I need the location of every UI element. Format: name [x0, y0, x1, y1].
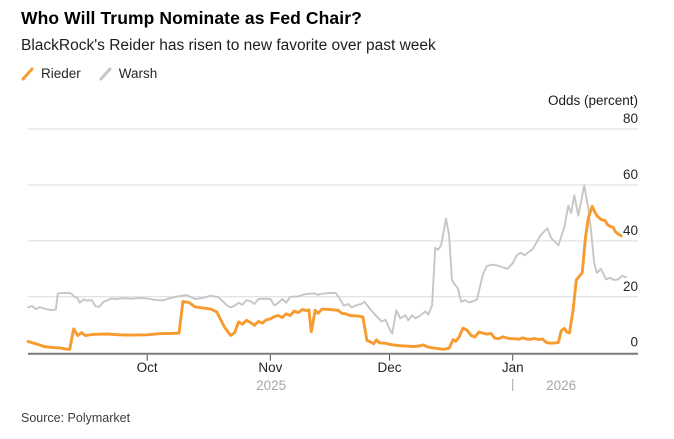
- legend-item-rieder: Rieder: [21, 66, 81, 81]
- y-tick-label: 80: [623, 111, 638, 126]
- rieder-line: [26, 204, 623, 351]
- chart-subtitle: BlackRock's Reider has risen to new favo…: [21, 36, 436, 54]
- y-tick-label: 20: [623, 279, 638, 294]
- warsh-line-swatch-icon: [99, 67, 112, 81]
- x-tick-label: Jan: [502, 360, 524, 375]
- x-tick-label: Oct: [137, 360, 158, 375]
- y-tick-label: 0: [630, 335, 638, 350]
- legend-item-warsh: Warsh: [99, 66, 158, 82]
- y-axis-title: Odds (percent): [548, 93, 638, 108]
- chart-title: Who Will Trump Nominate as Fed Chair?: [21, 8, 362, 28]
- x-tick-label: Dec: [378, 360, 402, 375]
- warsh-line: [27, 184, 627, 335]
- year-label: 2025: [256, 378, 286, 393]
- source-note: Source: Polymarket: [21, 411, 131, 425]
- y-tick-label: 40: [623, 223, 638, 238]
- chart-legend: Rieder Warsh: [21, 66, 654, 81]
- x-tick-label: Nov: [258, 360, 282, 375]
- chart-header: Who Will Trump Nominate as Fed Chair? Bl…: [21, 8, 654, 81]
- rieder-line-swatch-icon: [21, 67, 34, 81]
- year-label: 2026: [546, 378, 576, 393]
- legend-label-warsh: Warsh: [118, 66, 158, 82]
- y-tick-label: 60: [623, 167, 638, 182]
- legend-label-rieder: Rieder: [41, 66, 81, 82]
